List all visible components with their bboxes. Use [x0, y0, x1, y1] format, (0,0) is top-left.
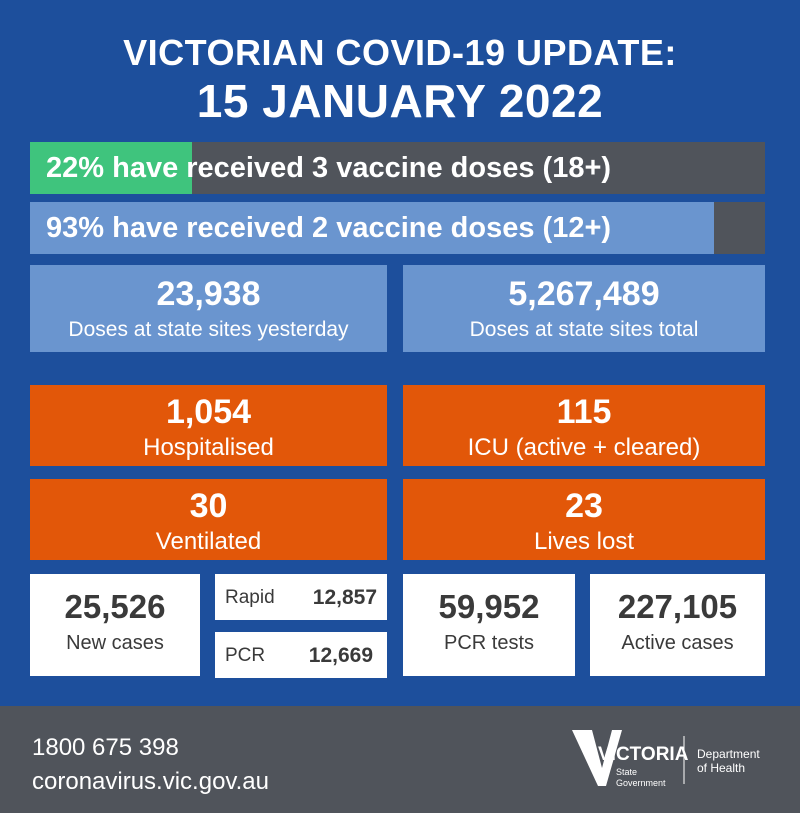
- active-cases-label: Active cases: [621, 632, 734, 654]
- two-dose-progress-fill: [30, 202, 714, 254]
- three-dose-label: 22% have received 3 vaccine doses (18+): [46, 152, 612, 184]
- lives-lost-card: 23 Lives lost: [403, 479, 765, 560]
- victoria-v-shape: [572, 730, 622, 786]
- two-dose-progress-bar: 93% have received 2 vaccine doses (12+): [30, 202, 765, 254]
- doses-total-value: 5,267,489: [508, 275, 660, 313]
- logo-name: VICTORIA: [598, 744, 689, 765]
- three-dose-progress-bar: 22% have received 3 vaccine doses (18+): [30, 142, 765, 194]
- new-cases-card: 25,526 New cases: [30, 574, 200, 676]
- pcr-value: 12,669: [308, 644, 373, 667]
- icu-label: ICU (active + cleared): [467, 434, 701, 461]
- ventilated-label: Ventilated: [155, 528, 262, 555]
- active-cases-card: 227,105 Active cases: [590, 574, 765, 676]
- lives-lost-label: Lives lost: [533, 528, 635, 555]
- victoria-state-government-icon: VICTORIA State Government Department of …: [572, 730, 760, 788]
- lives-lost-value: 23: [565, 487, 603, 525]
- rapid-card: Rapid 12,857: [215, 574, 387, 620]
- title-line-2-date: 15 JANUARY 2022: [196, 75, 604, 127]
- update-panel: VICTORIAN COVID-19 UPDATE: 15 JANUARY 20…: [0, 0, 800, 706]
- hotline-phone-number[interactable]: 1800 675 398: [32, 734, 179, 761]
- rapid-label: Rapid: [225, 587, 275, 608]
- pcr-tests-value: 59,952: [438, 588, 540, 625]
- doses-total-card: 5,267,489 Doses at state sites total: [403, 265, 765, 352]
- footer: 1800 675 398 coronavirus.vic.gov.au VICT…: [0, 706, 800, 813]
- hospitalised-card: 1,054 Hospitalised: [30, 385, 387, 466]
- icu-card: 115 ICU (active + cleared): [403, 385, 765, 466]
- logo-dept-line-1: Department: [697, 747, 760, 761]
- rapid-value: 12,857: [312, 586, 377, 609]
- hospitalised-label: Hospitalised: [143, 434, 274, 461]
- website-link[interactable]: coronavirus.vic.gov.au: [32, 768, 269, 795]
- logo-sub-state: State: [616, 767, 637, 777]
- hospitalised-value: 1,054: [165, 393, 252, 431]
- new-cases-label: New cases: [66, 632, 164, 654]
- ventilated-card: 30 Ventilated: [30, 479, 387, 560]
- two-dose-label: 93% have received 2 vaccine doses (12+): [46, 212, 612, 244]
- ventilated-value: 30: [189, 487, 228, 525]
- icu-value: 115: [556, 393, 612, 431]
- pcr-tests-card: 59,952 PCR tests: [403, 574, 575, 676]
- doses-yesterday-label: Doses at state sites yesterday: [68, 318, 349, 341]
- active-cases-value: 227,105: [617, 588, 738, 625]
- pcr-card: PCR 12,669: [215, 632, 387, 678]
- logo-sub-government: Government: [616, 778, 666, 788]
- title-line-1: VICTORIAN COVID-19 UPDATE:: [123, 32, 677, 73]
- victoria-department-of-health-logo: VICTORIA State Government Department of …: [572, 728, 772, 796]
- doses-total-label: Doses at state sites total: [469, 318, 699, 341]
- new-cases-value: 25,526: [64, 588, 166, 625]
- doses-yesterday-value: 23,938: [156, 275, 261, 313]
- pcr-label: PCR: [225, 645, 266, 666]
- doses-yesterday-card: 23,938 Doses at state sites yesterday: [30, 265, 387, 352]
- pcr-tests-label: PCR tests: [443, 632, 535, 654]
- logo-dept-line-2: of Health: [697, 761, 745, 775]
- three-dose-progress-fill: [30, 142, 192, 194]
